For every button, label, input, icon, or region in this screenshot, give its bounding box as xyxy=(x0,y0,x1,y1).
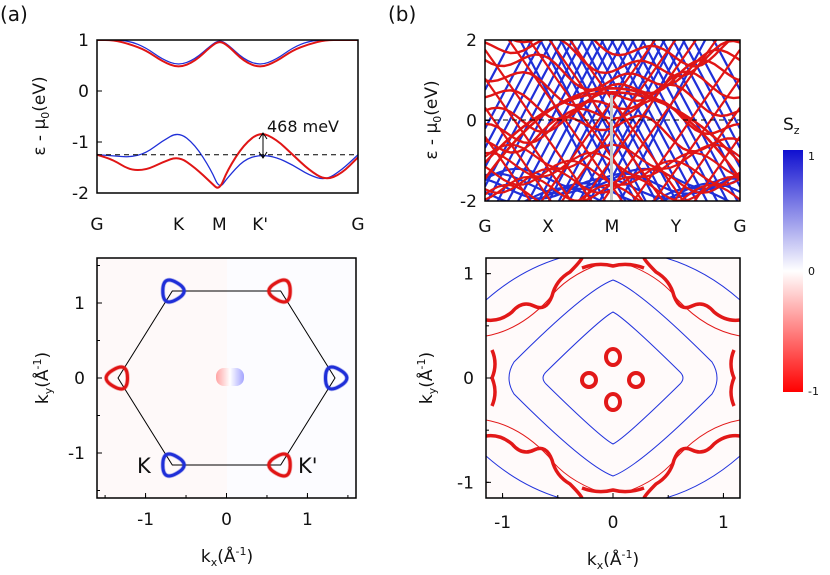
band-down xyxy=(485,70,740,121)
pocket-spin-up xyxy=(161,452,186,478)
ylabel-a-top: ε - μ0(eV) xyxy=(30,76,52,155)
band-conduction-down xyxy=(97,40,358,68)
gap-annotation: 468 meV xyxy=(267,117,339,136)
xtick-label: Y xyxy=(670,217,682,237)
red-corner-br xyxy=(642,433,740,498)
bg-a-bottom-left xyxy=(97,258,227,498)
xtick-label: G xyxy=(733,217,746,237)
band-down xyxy=(485,86,740,180)
ytick-label: 1 xyxy=(463,265,474,285)
label-K: K xyxy=(137,454,152,478)
ytick-label: -2 xyxy=(460,192,477,212)
band-valence-down xyxy=(97,133,358,189)
colorbar-min: -1 xyxy=(808,385,819,398)
red-corner-tl xyxy=(486,258,584,323)
gap-arrow-head-bottom xyxy=(258,151,268,159)
xtick-label: K xyxy=(173,215,185,235)
colorbar: Sz 1 0 -1 xyxy=(783,115,819,398)
center-feature xyxy=(216,368,244,386)
band-down xyxy=(485,58,740,107)
label-Kprime: K' xyxy=(298,454,318,478)
gap-arrow-head-top xyxy=(258,132,268,140)
xtick-label: K' xyxy=(252,215,268,235)
ytick-label: -1 xyxy=(68,444,85,464)
xtick-label: M xyxy=(212,215,227,235)
blue-arc-br xyxy=(665,455,740,498)
ylabel-a-bottom: ky(Å-1) xyxy=(31,352,55,404)
chart-b-bottom: -1 0 1 1 0 -1 kx(Å-1) ky(Å-1) xyxy=(415,257,741,572)
frame-a-top xyxy=(96,39,359,194)
red-thin-bl xyxy=(486,419,601,493)
red-corner-tr xyxy=(642,258,740,323)
red-pocket-right xyxy=(627,371,645,389)
band-up xyxy=(537,40,719,201)
ytick-label: -1 xyxy=(72,133,89,153)
chart-a-bottom: K K' -1 0 1 1 0 -1 kx(Å-1) ky(Å-1) xyxy=(31,257,357,569)
xtick-label: 1 xyxy=(302,510,313,530)
xtick-label: -1 xyxy=(494,513,511,533)
band-conduction-up xyxy=(97,40,358,65)
ytick-label: 0 xyxy=(74,369,85,389)
chart-b-top: 2 0 -2 G X M Y G ε - μ0(eV) xyxy=(422,31,747,237)
ytick-label: 1 xyxy=(78,31,89,51)
red-pocket-left xyxy=(580,371,598,389)
red-pocket-top xyxy=(604,347,622,367)
panel-label-a: (a) xyxy=(0,2,28,26)
xtick-label: G xyxy=(478,217,491,237)
band-up xyxy=(618,40,740,201)
ytick-label: 1 xyxy=(74,294,85,314)
xtick-label: G xyxy=(90,215,103,235)
ytick-label: -1 xyxy=(457,473,474,493)
red-thin-tr xyxy=(625,263,740,337)
ytick-label: 0 xyxy=(463,369,474,389)
ylabel-b-top: ε - μ0(eV) xyxy=(422,80,444,159)
blue-arc-bl xyxy=(486,455,561,498)
blue-contour-outer xyxy=(508,279,718,477)
pocket-spin-up xyxy=(323,365,349,391)
red-corner-bl xyxy=(486,433,584,498)
red-arc-bottom xyxy=(581,486,645,494)
ytick-label: -2 xyxy=(72,184,89,204)
blue-contour-inner xyxy=(542,311,684,445)
xtick-label: G xyxy=(351,215,364,235)
red-edge-right xyxy=(729,349,736,407)
ytick-label: 2 xyxy=(466,31,477,51)
band-down xyxy=(485,90,740,164)
xtick-label: 0 xyxy=(608,513,619,533)
colorbar-max: 1 xyxy=(808,150,815,163)
pocket-spin-down xyxy=(267,278,292,304)
xtick-label: 0 xyxy=(221,510,232,530)
ylabel-b-bottom: ky(Å-1) xyxy=(415,352,439,404)
ytick-label: 0 xyxy=(466,112,477,132)
xlabel-b-bottom: kx(Å-1) xyxy=(587,548,639,572)
pocket-spin-up xyxy=(161,278,186,304)
colorbar-gradient xyxy=(783,150,803,392)
gray-marker-b xyxy=(610,95,613,201)
blue-arc-tl xyxy=(486,258,561,301)
red-thin-tl xyxy=(486,263,601,337)
chart-a-top: 468 meV 1 0 -1 -2 G K M K' G ε - μ0(eV) xyxy=(30,31,365,235)
red-thin-br xyxy=(625,419,740,493)
xtick-label: M xyxy=(605,217,620,237)
colorbar-title: Sz xyxy=(783,115,800,137)
red-edge-left xyxy=(490,349,497,407)
band-up xyxy=(485,40,607,201)
band-valence-up xyxy=(97,133,358,187)
panel-label-b: (b) xyxy=(388,2,416,26)
bg-b-bottom xyxy=(486,258,740,498)
red-arc-top xyxy=(581,262,645,270)
brillouin-zone xyxy=(117,290,336,466)
pocket-spin-down xyxy=(267,452,292,478)
blue-arc-tr xyxy=(665,258,740,301)
xlabel-a-bottom: kx(Å-1) xyxy=(201,545,253,569)
red-pocket-bottom xyxy=(604,392,622,412)
colorbar-mid: 0 xyxy=(808,265,815,278)
ytick-label: 0 xyxy=(78,82,89,102)
xtick-label: X xyxy=(542,217,554,237)
xtick-label: -1 xyxy=(137,510,154,530)
pocket-spin-down xyxy=(104,365,130,391)
xtick-label: 1 xyxy=(718,513,729,533)
